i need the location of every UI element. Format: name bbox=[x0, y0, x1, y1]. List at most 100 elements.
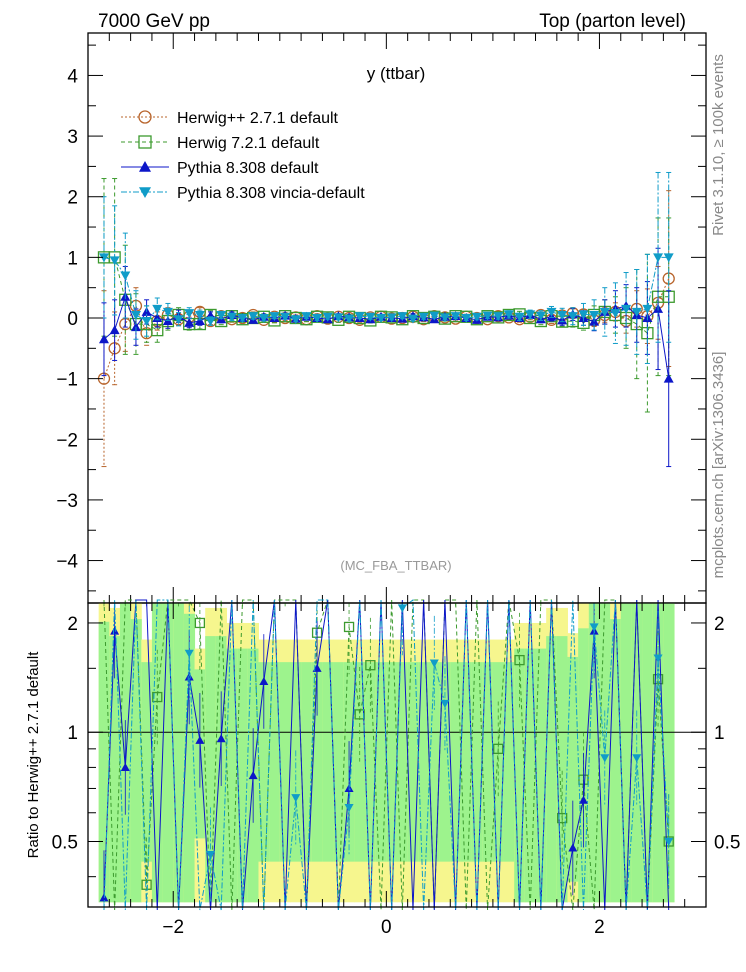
uncertainty-band-inner bbox=[631, 603, 643, 903]
ratio-plot-marks bbox=[88, 599, 706, 911]
data-point bbox=[173, 315, 184, 325]
data-point bbox=[386, 313, 397, 323]
y-tick-label: 3 bbox=[67, 127, 78, 148]
ratio-point bbox=[194, 617, 206, 629]
header-left-label: 7000 GeV pp bbox=[98, 11, 210, 32]
legend-label: Herwig 7.2.1 default bbox=[177, 135, 320, 152]
data-point bbox=[599, 307, 610, 317]
y-tick-label: 4 bbox=[67, 66, 78, 87]
data-point bbox=[290, 315, 301, 325]
ratio-point bbox=[195, 735, 205, 744]
uncertainty-band-inner bbox=[642, 603, 654, 903]
ratio-plot-frame bbox=[87, 602, 707, 908]
uncertainty-band-inner bbox=[620, 603, 632, 903]
y-tick-label: 1 bbox=[67, 248, 78, 269]
ratio-y-tick-label: 2 bbox=[67, 614, 78, 635]
uncertainty-band-inner bbox=[226, 648, 238, 903]
data-point bbox=[631, 307, 642, 317]
data-point bbox=[109, 325, 120, 335]
main-plot-axes: −4 −3 −2 −1 0 1 2 3 4 bbox=[56, 33, 706, 603]
ratio-point bbox=[248, 770, 258, 780]
data-point bbox=[333, 313, 344, 323]
uncertainty-band-inner bbox=[205, 636, 217, 903]
data-point bbox=[525, 310, 536, 320]
data-point bbox=[546, 307, 557, 317]
data-point bbox=[216, 310, 227, 320]
uncertainty-band-inner bbox=[98, 621, 110, 903]
data-point bbox=[258, 314, 269, 323]
uncertainty-band-inner bbox=[162, 603, 174, 903]
uncertainty-band-inner bbox=[151, 603, 164, 903]
uncertainty-band-inner bbox=[439, 662, 451, 862]
legend-marker bbox=[139, 187, 151, 198]
data-point bbox=[589, 310, 600, 320]
data-point bbox=[418, 312, 429, 322]
legend-label: Herwig++ 2.7.1 default bbox=[177, 110, 339, 127]
uncertainty-band-inner bbox=[450, 662, 462, 862]
data-point bbox=[130, 322, 141, 332]
data-point bbox=[621, 304, 632, 314]
data-point bbox=[450, 312, 461, 322]
uncertainty-band-inner bbox=[130, 619, 142, 903]
data-point bbox=[663, 253, 674, 263]
data-point bbox=[312, 314, 323, 323]
data-point bbox=[557, 310, 568, 320]
ratio-point bbox=[514, 654, 525, 666]
ratio-y-tick-label: 1 bbox=[67, 723, 78, 744]
data-point bbox=[471, 312, 482, 322]
ratio-y-tick-label-right: 0.5 bbox=[714, 832, 740, 853]
data-point bbox=[653, 253, 664, 263]
uncertainty-band-inner bbox=[375, 662, 387, 862]
uncertainty-band-inner bbox=[482, 662, 494, 862]
data-point bbox=[322, 312, 333, 322]
main-plot-title: y (ttbar) bbox=[367, 64, 426, 83]
ratio-point bbox=[493, 743, 504, 754]
uncertainty-band-inner bbox=[556, 636, 568, 903]
data-point bbox=[109, 256, 120, 266]
ratio-point bbox=[343, 621, 355, 633]
ratio-point bbox=[440, 699, 450, 708]
ratio-point bbox=[429, 659, 439, 668]
legend-label: Pythia 8.308 default bbox=[177, 160, 319, 177]
uncertainty-band-inner bbox=[258, 662, 270, 862]
main-plot-marks bbox=[97, 171, 675, 468]
data-point bbox=[365, 312, 376, 322]
data-point bbox=[482, 311, 493, 321]
ratio-y-tick-label-right: 2 bbox=[714, 614, 725, 635]
data-point bbox=[194, 310, 205, 320]
uncertainty-band-inner bbox=[237, 648, 249, 903]
ratio-point bbox=[184, 649, 194, 658]
uncertainty-band-inner bbox=[492, 662, 505, 862]
ratio-point bbox=[397, 604, 407, 613]
ratio-plot-axes: 0.5 0.5 1 1 2 2 −2 0 2 bbox=[52, 603, 740, 938]
y-tick-label: −4 bbox=[56, 552, 78, 573]
data-point bbox=[301, 312, 312, 322]
header-right-label: Top (parton level) bbox=[539, 11, 686, 32]
ratio-point bbox=[354, 709, 365, 720]
ratio-point bbox=[141, 879, 152, 890]
data-point bbox=[120, 271, 131, 281]
data-point bbox=[407, 314, 418, 324]
data-point bbox=[269, 312, 280, 322]
uncertainty-band-inner bbox=[279, 662, 291, 862]
legend-marker bbox=[139, 161, 151, 172]
uncertainty-band-inner bbox=[428, 662, 441, 862]
data-point bbox=[205, 317, 216, 327]
ratio-point bbox=[578, 795, 588, 804]
data-point bbox=[344, 314, 355, 324]
data-point bbox=[98, 334, 109, 344]
uncertainty-band-inner bbox=[397, 662, 409, 862]
y-tick-label: −2 bbox=[56, 430, 78, 451]
ratio-point bbox=[600, 754, 610, 763]
ratio-point bbox=[216, 734, 226, 743]
data-point bbox=[610, 309, 621, 319]
uncertainty-band-inner bbox=[301, 662, 313, 862]
uncertainty-band-inner bbox=[386, 662, 398, 862]
ratio-point bbox=[653, 654, 663, 663]
data-point bbox=[493, 312, 504, 322]
data-point bbox=[141, 317, 152, 327]
ratio-point bbox=[291, 794, 301, 803]
uncertainty-band-inner bbox=[460, 662, 473, 862]
data-point bbox=[429, 311, 440, 321]
